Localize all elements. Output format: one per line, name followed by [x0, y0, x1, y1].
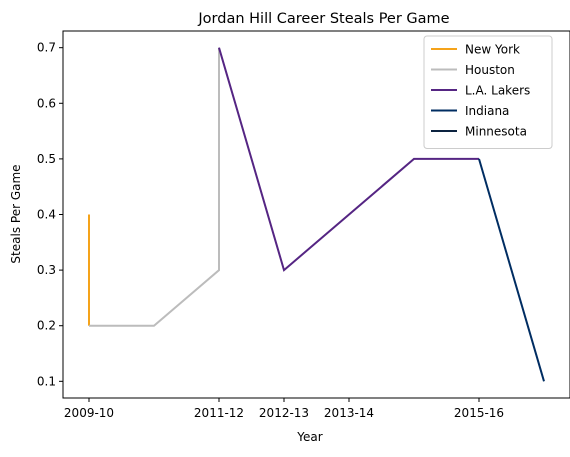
y-tick-label: 0.2 [37, 319, 56, 333]
legend-label: Indiana [465, 104, 509, 118]
legend-label: L.A. Lakers [465, 84, 530, 98]
x-axis-label: Year [296, 430, 322, 444]
y-tick-label: 0.4 [37, 208, 56, 222]
series-line-1 [89, 47, 220, 327]
legend-label: Houston [465, 63, 515, 77]
y-tick-label: 0.5 [37, 152, 56, 166]
chart-title: Jordan Hill Career Steals Per Game [197, 11, 449, 27]
legend-label: Minnesota [465, 125, 527, 139]
y-tick-label: 0.7 [37, 41, 56, 55]
legend-label: New York [465, 43, 520, 57]
x-tick-label: 2015-16 [454, 406, 504, 420]
legend: New York Houston L.A. Lakers Indiana Minneso… [423, 35, 553, 149]
x-tick-label: 2013-14 [324, 406, 374, 420]
y-tick-label: 0.3 [37, 263, 56, 277]
legend-frame [423, 35, 553, 149]
series-line-3 [478, 158, 545, 382]
series-line-2 [218, 47, 479, 272]
y-axis: 0.1 0.2 0.3 0.4 0.5 0.6 0.7 [37, 41, 63, 388]
x-tick-label: 2012-13 [259, 406, 309, 420]
y-tick-label: 0.6 [37, 96, 56, 110]
y-tick-label: 0.1 [37, 374, 56, 388]
x-tick-label: 2011-12 [194, 406, 244, 420]
x-tick-label: 2009-10 [64, 406, 114, 420]
plot-lines [88, 47, 545, 382]
x-axis: 2009-10 2011-12 2012-13 2013-14 2015-16 [64, 398, 504, 420]
y-axis-label: Steals Per Game [9, 164, 23, 263]
